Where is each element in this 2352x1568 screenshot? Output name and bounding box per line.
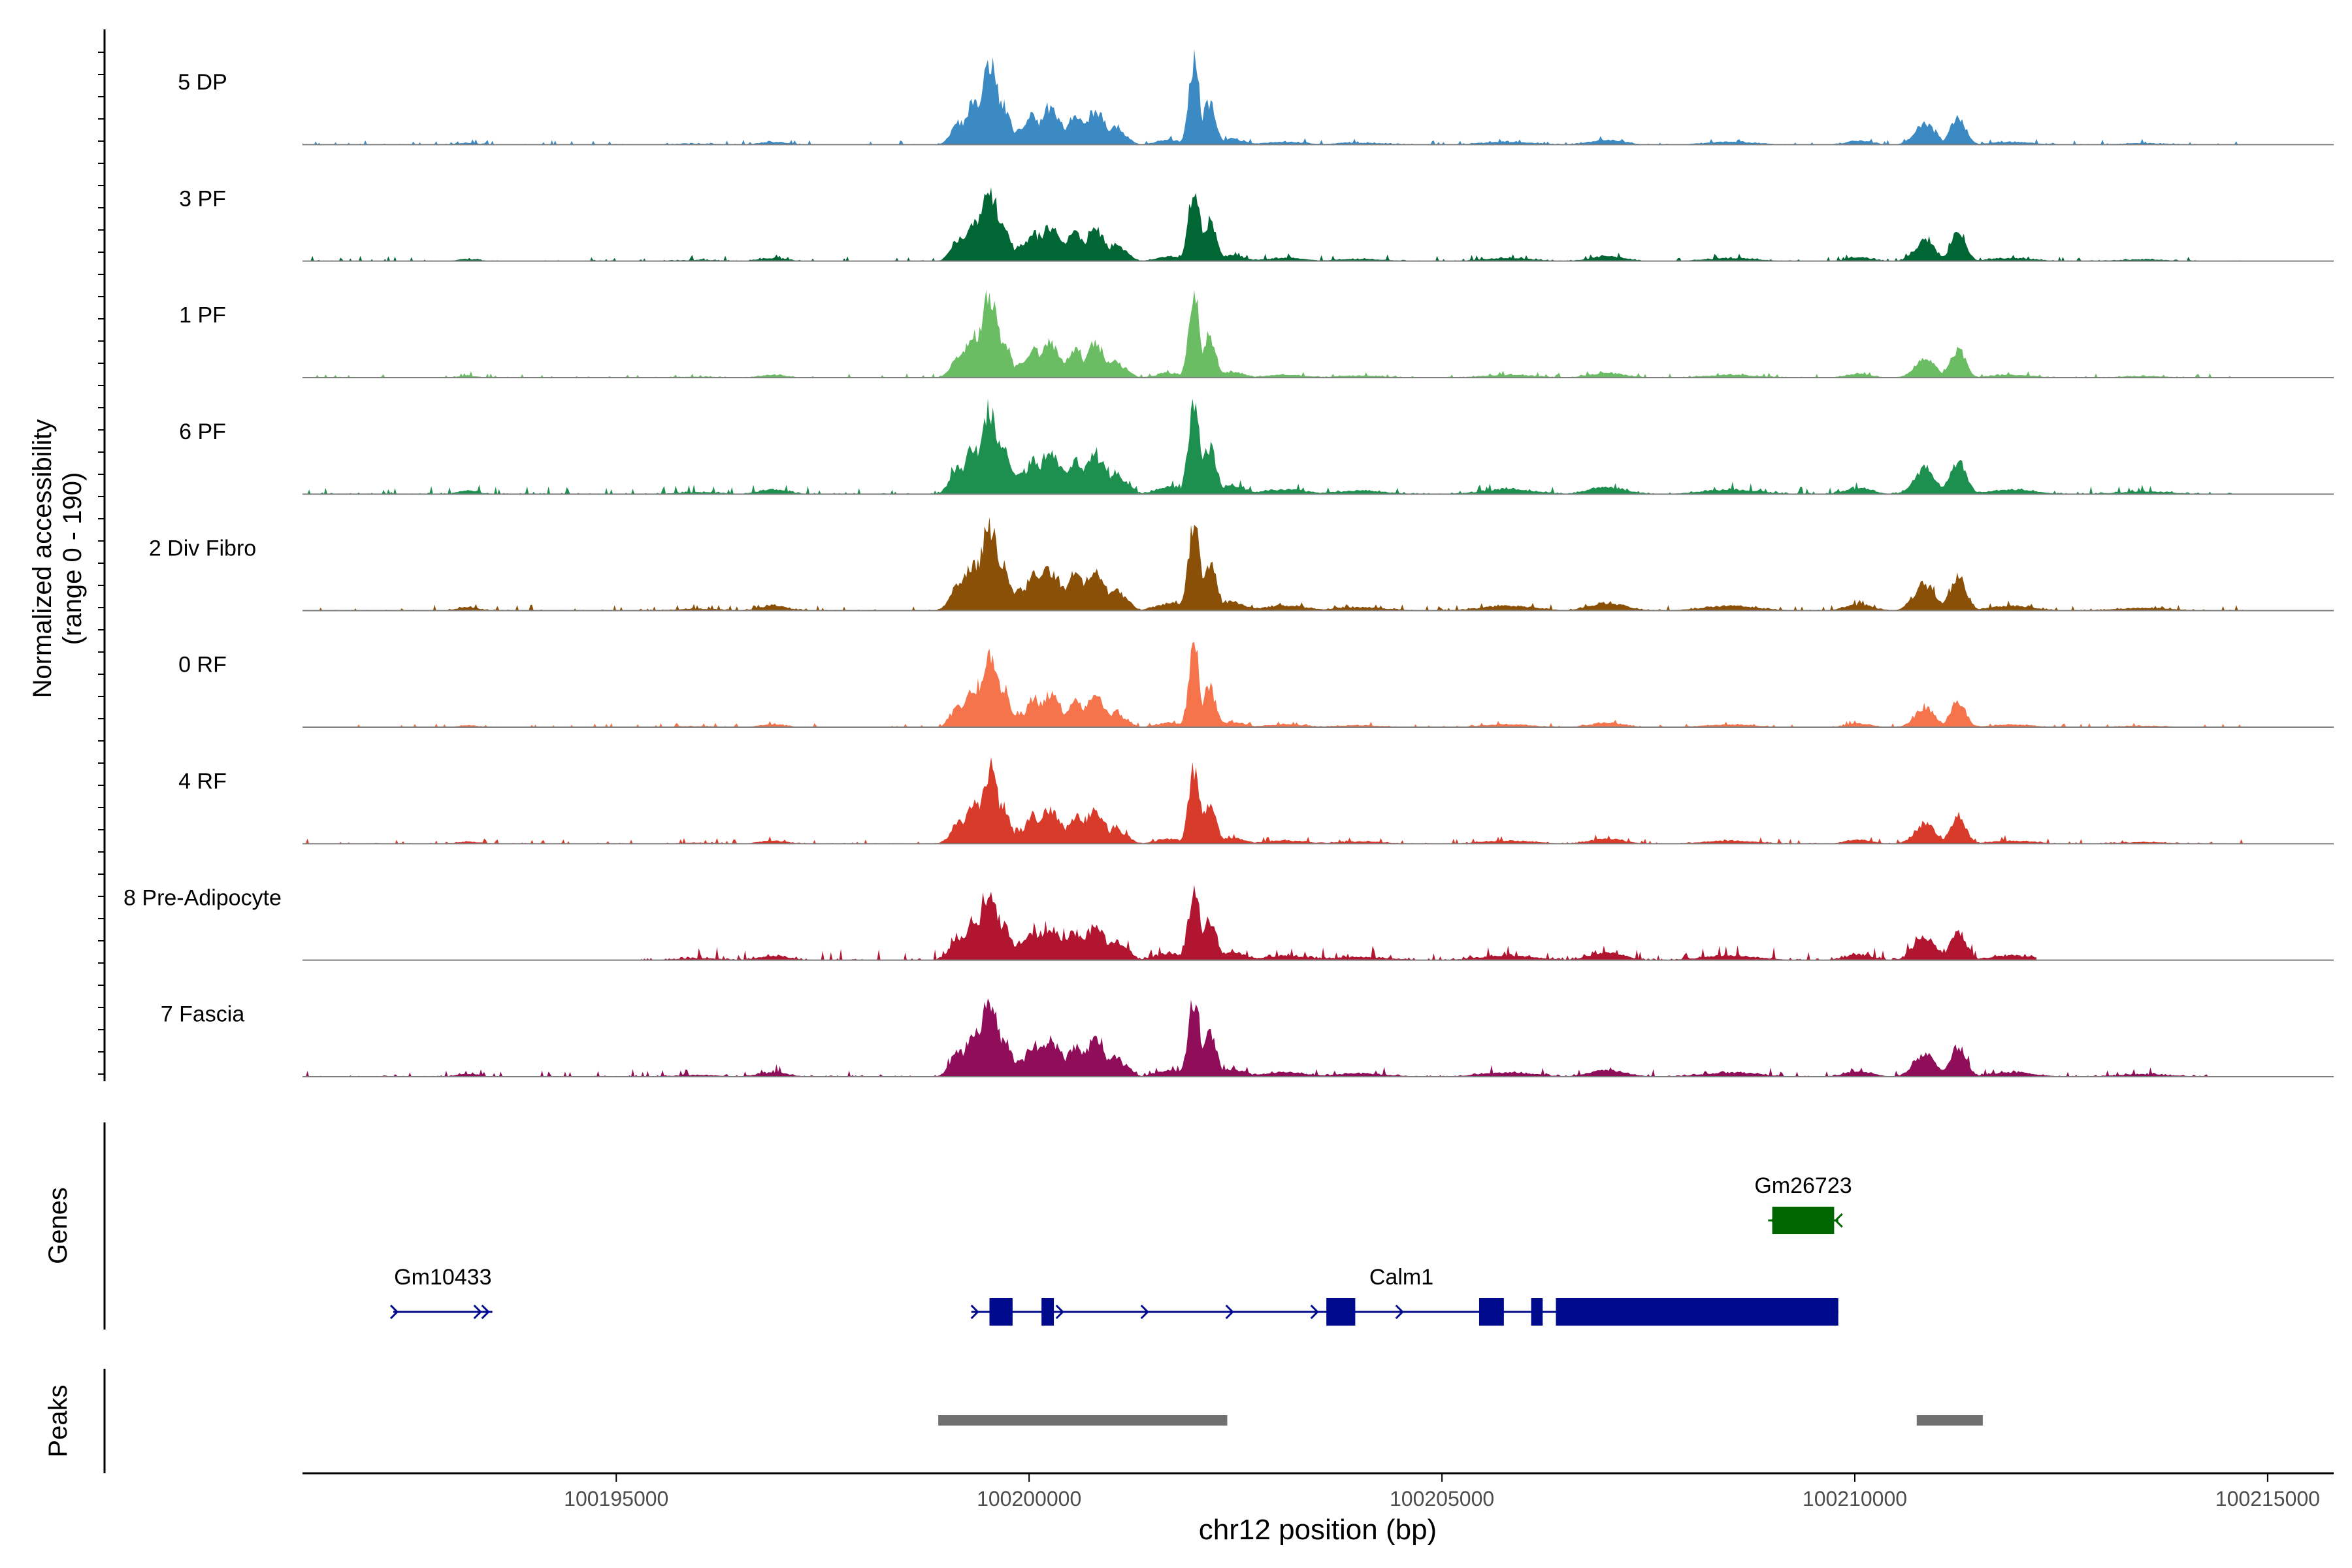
track-label-2: 3 PF bbox=[179, 186, 226, 211]
x-axis-label: chr12 position (bp) bbox=[1199, 1514, 1437, 1546]
gene-label: Gm10433 bbox=[394, 1265, 491, 1290]
x-tick-label: 100210000 bbox=[1803, 1487, 1907, 1511]
coverage-area-9 bbox=[302, 998, 2210, 1077]
coverage-area-8 bbox=[641, 885, 2037, 960]
peak-track bbox=[938, 1415, 1983, 1426]
strand-chevron bbox=[1834, 1213, 1843, 1228]
gene-gm26723: Gm26723 bbox=[1754, 1173, 1852, 1234]
track-label-3: 1 PF bbox=[179, 303, 226, 328]
strand-chevron bbox=[1055, 1304, 1064, 1320]
track-1: 5 DP bbox=[178, 49, 2334, 146]
genes-track-label: Genes bbox=[44, 1187, 73, 1264]
strand-chevron bbox=[481, 1304, 490, 1320]
exon bbox=[1556, 1298, 1838, 1326]
strand-chevron bbox=[1225, 1304, 1234, 1320]
strand-chevron bbox=[473, 1304, 482, 1320]
x-tick-label: 100200000 bbox=[977, 1487, 1081, 1511]
gene-calm1: Calm1 bbox=[970, 1265, 1838, 1326]
strand-chevron bbox=[1771, 1213, 1780, 1228]
coverage-area-1 bbox=[302, 49, 2243, 145]
coverage-area-7 bbox=[302, 757, 2243, 844]
coverage-y-ticks bbox=[98, 52, 105, 1075]
strand-chevron bbox=[1395, 1304, 1404, 1320]
track-label-8: 8 Pre-Adipocyte bbox=[123, 885, 282, 910]
exon bbox=[989, 1298, 1013, 1326]
x-axis-ticks: 100195000 100200000 100205000 100210000 1002… bbox=[564, 1473, 2320, 1511]
coverage-area-2 bbox=[302, 187, 2243, 261]
gene-label: Calm1 bbox=[1369, 1265, 1433, 1290]
coverage-area-4 bbox=[302, 399, 2243, 495]
exon bbox=[1041, 1298, 1054, 1326]
track-6: 0 RF bbox=[178, 642, 2334, 728]
track-label-5: 2 Div Fibro bbox=[149, 536, 256, 561]
strand-chevron bbox=[1310, 1304, 1319, 1320]
coverage-tracks: 5 DP 3 PF 1 PF 6 PF 2 Div Fibro 0 RF 4 RF 8 Pre… bbox=[123, 49, 2334, 1077]
strand-chevron bbox=[389, 1304, 399, 1320]
coverage-area-6 bbox=[302, 642, 2243, 727]
peaks-track-label: Peaks bbox=[44, 1384, 73, 1457]
track-label-9: 7 Fascia bbox=[161, 1002, 245, 1027]
coverage-area-5 bbox=[302, 517, 2243, 611]
gene-label: Gm26723 bbox=[1754, 1173, 1852, 1198]
track-label-4: 6 PF bbox=[179, 419, 226, 444]
strand-chevron bbox=[970, 1304, 979, 1320]
peak-region bbox=[1916, 1415, 1983, 1426]
exon bbox=[1478, 1298, 1504, 1326]
coverage-area-3 bbox=[302, 289, 2243, 378]
gene-gm10433: Gm10433 bbox=[389, 1265, 493, 1320]
track-2: 3 PF bbox=[179, 186, 2334, 262]
y-axis-label: Normalized accessibility bbox=[28, 419, 57, 698]
track-label-1: 5 DP bbox=[178, 70, 227, 95]
x-tick-label: 100195000 bbox=[564, 1487, 668, 1511]
strand-chevron bbox=[1140, 1304, 1149, 1320]
track-9: 7 Fascia bbox=[161, 998, 2334, 1077]
exon bbox=[1326, 1298, 1356, 1326]
track-5: 2 Div Fibro bbox=[149, 517, 2334, 612]
exon bbox=[1531, 1298, 1543, 1326]
track-label-7: 4 RF bbox=[178, 769, 227, 794]
track-3: 1 PF bbox=[179, 289, 2334, 378]
gene-track: Gm10433 Calm1 Gm26723 bbox=[389, 1173, 1852, 1326]
x-tick-label: 100205000 bbox=[1390, 1487, 1494, 1511]
track-7: 4 RF bbox=[178, 757, 2334, 845]
peak-region bbox=[938, 1415, 1228, 1426]
track-8: 8 Pre-Adipocyte bbox=[123, 885, 2334, 961]
track-label-6: 0 RF bbox=[178, 653, 227, 678]
x-tick-label: 100215000 bbox=[2215, 1487, 2320, 1511]
y-axis-range-label: (range 0 - 190) bbox=[58, 472, 87, 645]
exon bbox=[1772, 1207, 1835, 1234]
track-4: 6 PF bbox=[179, 399, 2334, 495]
